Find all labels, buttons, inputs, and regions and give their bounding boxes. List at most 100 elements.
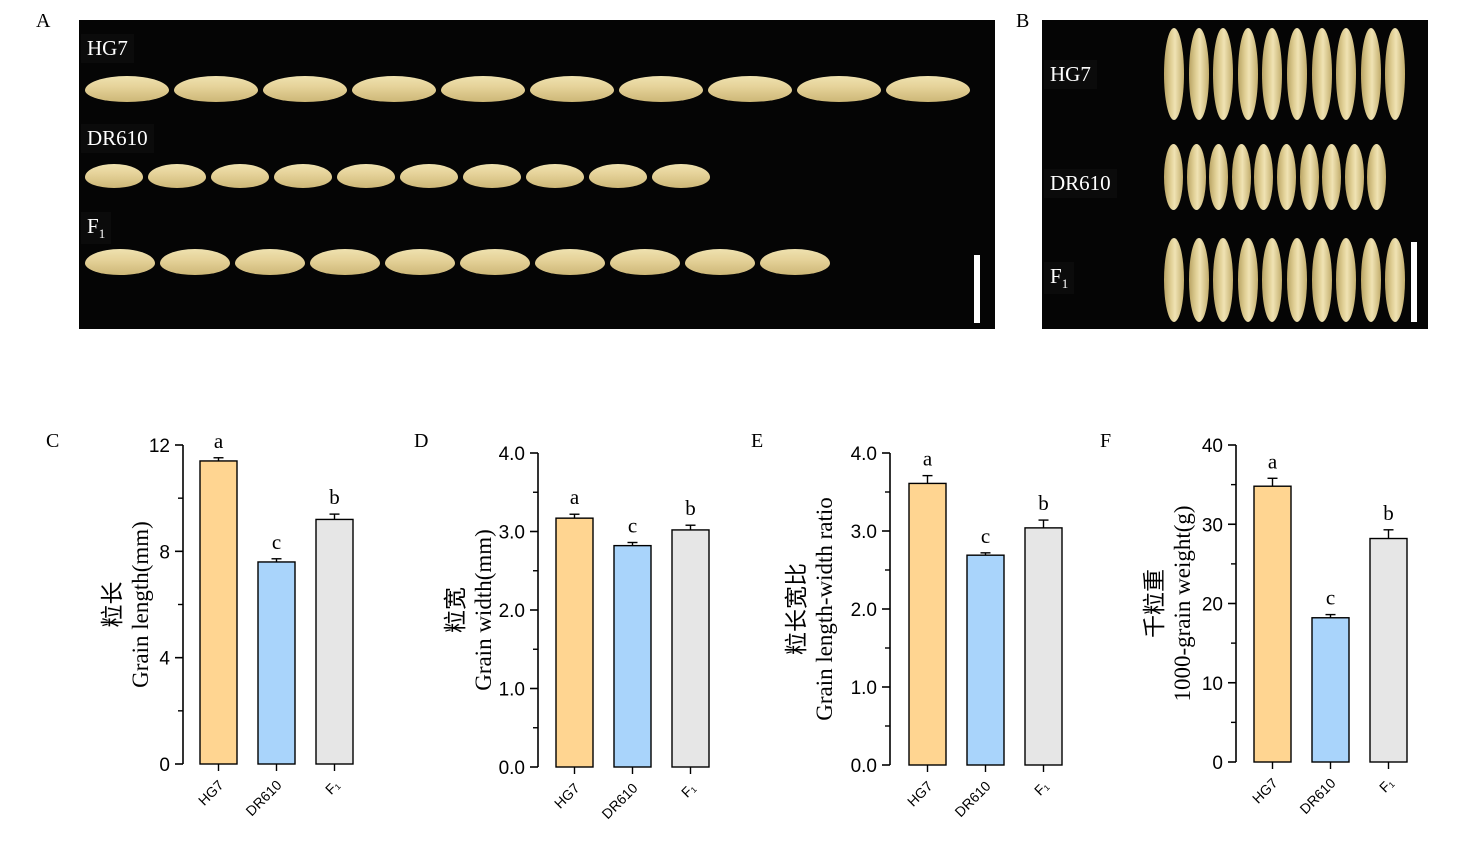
rice-grain [1287,238,1307,322]
y-tick-label: 2.0 [851,600,877,621]
rice-grain [1209,144,1229,210]
x-tick-label: HG7 [195,777,227,809]
bar-2 [1369,537,1408,763]
row-label-hg7: HG7 [81,34,134,63]
rice-grain [263,76,347,102]
rice-grain [85,76,169,102]
rice-grain [1262,28,1283,120]
x-tick-label: HG7 [1249,775,1281,807]
significance-letter: a [1268,449,1278,473]
rice-grain [589,164,647,188]
y-tick-label: 4.0 [851,444,877,465]
rice-grain [1213,238,1234,322]
rice-grain [85,164,143,188]
rice-grain [1311,238,1332,322]
rice-grain [535,249,605,275]
rice-grain [619,76,703,102]
bar-1 [966,554,1005,766]
rice-grain [1360,28,1381,120]
rice-grain [85,249,155,275]
rice-grain [211,164,269,188]
rice-grain [1367,144,1387,210]
panel-letter-e: E [751,430,763,452]
x-tick-label: DR610 [1296,775,1338,817]
x-tick-label: F₁ [322,777,343,798]
panel-letter-d: D [414,430,428,452]
y-tick-label: 1.0 [851,678,877,699]
row-label-dr610: DR610 [81,124,154,153]
rice-grain [1237,28,1258,120]
rice-grain [610,249,680,275]
rice-grain [463,164,521,188]
row-label-f1: F1 [81,212,112,245]
y-tick-label: 3.0 [851,522,877,543]
y-tick-label: 3.0 [499,523,525,544]
y-tick-label: 40 [1202,436,1223,457]
bar-1 [1311,617,1350,763]
row-label-dr610-b: DR610 [1044,169,1117,198]
rice-grain [685,249,755,275]
rice-grain [1164,28,1184,120]
rice-grain [1164,238,1184,322]
y-axis-label: Grain length-width ratio [812,497,837,721]
y-tick-label: 4 [159,649,170,670]
rice-grain [886,76,970,102]
y-tick-label: 1.0 [499,680,525,701]
rice-grain [1336,28,1357,120]
rice-grain [160,249,230,275]
rice-grain [1277,144,1296,210]
significance-letter: a [923,447,933,471]
bar-0 [908,482,947,766]
rice-grain [1311,28,1332,120]
bar-0 [555,517,594,768]
rice-grain [1385,28,1406,120]
row-label-hg7-b: HG7 [1044,60,1097,89]
y-tick-label: 20 [1202,595,1223,616]
rice-grain [1164,144,1183,210]
significance-letter: c [272,530,281,554]
x-tick-label: DR610 [242,777,284,819]
scale-bar [974,255,980,323]
panel-letter-f: F [1100,430,1111,452]
x-tick-label: F₁ [1376,775,1397,796]
significance-letter: b [329,485,340,509]
y-axis-label: 1000-grain weight(g) [1170,505,1195,701]
rice-grain [1322,144,1342,210]
rice-grain [1237,238,1258,322]
y-tick-label: 30 [1202,515,1223,536]
row-label-f1-b: F1 [1044,262,1075,295]
bar-1 [613,544,652,768]
rice-grain [1385,238,1406,322]
grain-photo-length: HG7 DR610 F1 [79,20,995,329]
rice-grain [1254,144,1274,210]
rice-grain [1213,28,1234,120]
x-tick-label: F₁ [678,780,699,801]
rice-grain [1188,238,1209,322]
rice-grain [274,164,332,188]
bar-2 [315,518,354,765]
rice-grain [797,76,881,102]
y-tick-label: 0.0 [499,758,525,779]
y-tick-label: 0.0 [851,756,877,777]
bar-0 [199,460,238,765]
significance-letter: c [981,524,990,548]
significance-letter: c [1326,586,1335,610]
grain-photo-width: HG7 DR610 F1 [1042,20,1428,329]
x-tick-label: F₁ [1031,778,1052,799]
x-tick-label: DR610 [951,778,993,820]
rice-grain [400,164,458,188]
x-tick-label: DR610 [598,780,640,822]
y-axis-label: Grain width(mm) [471,529,496,691]
y-axis-label-chinese: 千粒重 [1142,569,1167,638]
rice-grain [1336,238,1357,322]
rice-grain [1188,28,1209,120]
rice-grain [530,76,614,102]
scale-bar-b [1411,242,1417,322]
rice-grain [652,164,710,188]
significance-letter: a [570,485,580,509]
y-tick-label: 2.0 [499,601,525,622]
x-tick-label: HG7 [904,778,936,810]
y-tick-label: 12 [149,436,170,457]
bar-2 [671,529,710,768]
